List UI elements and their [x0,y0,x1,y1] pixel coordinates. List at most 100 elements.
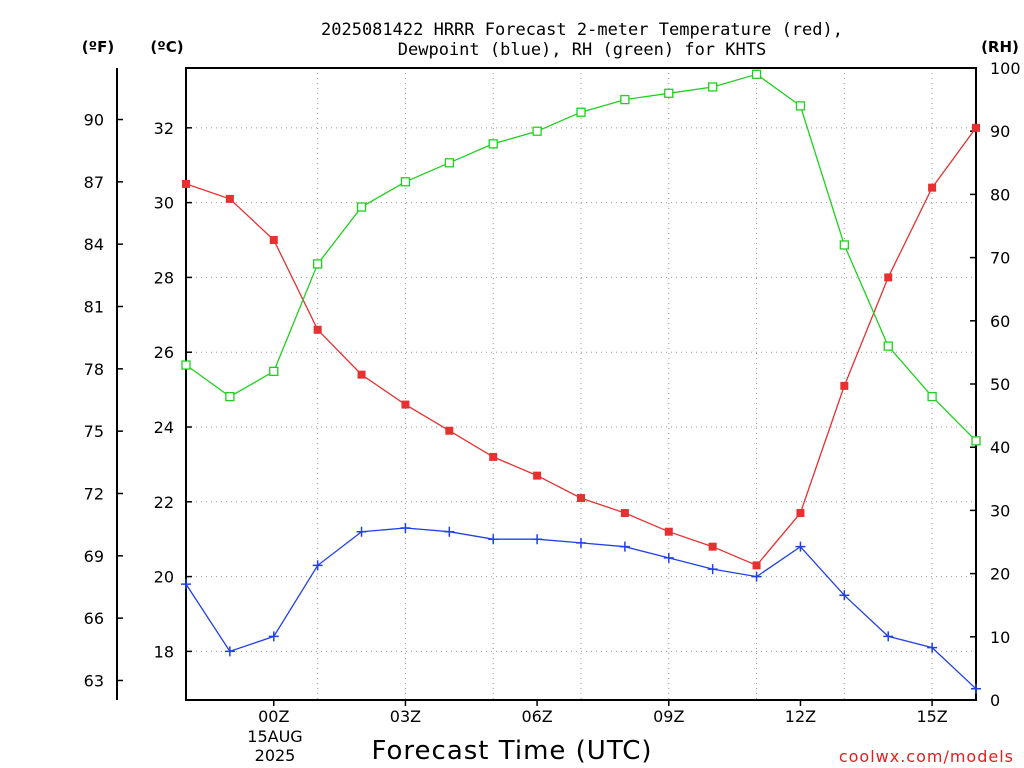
celsius-tick-label: 18 [154,642,174,661]
rh-tick-label: 40 [990,438,1010,457]
fahrenheit-tick-label: 87 [84,173,104,192]
dewpoint-point [751,571,762,582]
x-axis-title: Forecast Time (UTC) [371,736,652,766]
rh-point [839,240,849,250]
data-series [181,69,981,694]
fahrenheit-tick-label: 84 [84,235,104,254]
rh-point [795,101,806,111]
chart-title-line1: 2025081422 HRRR Forecast 2-meter Tempera… [321,20,843,40]
temperature-point [445,426,454,435]
temperature-point [752,561,761,570]
x-tick-label: 06Z [521,707,552,726]
fahrenheit-tick-label: 81 [84,298,104,317]
fahrenheit-tick-label: 69 [84,547,104,566]
celsius-tick-label: 26 [154,343,174,362]
temperature-point [489,452,498,461]
fahrenheit-tick-label: 90 [84,111,104,130]
temperature-point [313,325,322,334]
axis-ticks: 00Z 03Z 06Z 09Z 12Z 15Z 18 20 22 24 26 28 30 32 63 66 69… [84,59,1021,726]
rh-point [400,177,411,187]
rh-point [927,391,937,402]
dewpoint-point [488,534,499,545]
temperature-point [972,123,980,132]
dewpoint-point [927,642,938,653]
dewpoint-point [356,526,367,537]
fahrenheit-tick-label: 72 [84,484,104,503]
dewpoint-point [883,631,894,642]
temperature-point [664,527,673,536]
rh-point [576,107,586,117]
dewpoint-point [663,552,674,563]
celsius-tick-label: 22 [154,493,174,512]
celsius-tick-label: 28 [154,268,174,287]
rh-tick-label: 100 [990,59,1021,78]
celsius-tick-label: 32 [154,119,174,138]
source-credit: coolwx.com/models [839,747,1014,766]
fahrenheit-tick-label: 75 [84,422,104,441]
rh-point [313,259,323,269]
dewpoint-point [795,541,806,552]
dewpoint-point [839,590,850,601]
date-label-day: 15AUG [247,727,302,746]
temperature-point [884,273,893,282]
dewpoint-point [181,579,191,590]
x-tick-label: 15Z [916,707,947,726]
temperature-point [840,381,849,390]
temperature-point [357,370,366,379]
dewpoint-point [532,534,543,545]
dewpoint-point [971,683,981,694]
rh-point [664,88,674,98]
date-label-year: 2025 [255,746,296,765]
rh-point [883,341,893,351]
temperature-point [269,236,278,245]
rh-point [225,391,235,402]
rh-series-line [185,73,977,442]
rh-tick-label: 70 [990,249,1010,268]
rh-point [488,139,498,149]
temperature-point [577,494,585,503]
rh-point [708,82,718,92]
dewpoint-point [444,526,455,537]
celsius-tick-label: 24 [154,418,174,437]
x-tick-label: 12Z [785,707,816,726]
celsius-tick-label: 20 [154,568,174,587]
rh-tick-label: 20 [990,565,1010,584]
dewpoint-point [224,646,235,657]
rh-point [181,360,191,370]
temperature-point [533,471,542,480]
dewpoint-point [707,564,718,575]
fahrenheit-tick-label: 66 [84,609,104,628]
fahrenheit-tick-label: 78 [84,360,104,379]
fahrenheit-unit-label: (ºF) [82,38,114,56]
temperature-point [182,179,190,188]
dewpoint-point [312,560,323,571]
temperature-point [708,542,717,551]
temperature-point [796,509,805,518]
rh-tick-label: 80 [990,185,1010,204]
rh-tick-label: 90 [990,122,1010,141]
x-tick-label: 00Z [258,707,289,726]
temperature-point [928,183,937,192]
dewpoint-point [268,631,279,642]
rh-tick-label: 50 [990,375,1010,394]
fahrenheit-tick-label: 63 [84,671,104,690]
dewpoint-point [400,522,411,533]
temperature-point [401,400,410,409]
rh-point [532,126,542,136]
rh-point [620,94,630,105]
temperature-point [225,194,234,203]
grid-lines [186,68,976,700]
rh-tick-label: 30 [990,501,1010,520]
dewpoint-point [576,537,586,548]
rh-tick-label: 60 [990,312,1010,331]
rh-tick-label: 0 [990,691,1000,710]
chart-title-line2: Dewpoint (blue), RH (green) for KHTS [398,40,766,60]
celsius-unit-label: (ºC) [150,38,183,56]
temperature-point [620,509,629,518]
dewpoint-point [619,541,630,552]
rh-point [269,366,279,377]
rh-point [356,202,367,212]
rh-unit-label: (RH) [981,38,1019,56]
x-tick-label: 03Z [390,707,421,726]
